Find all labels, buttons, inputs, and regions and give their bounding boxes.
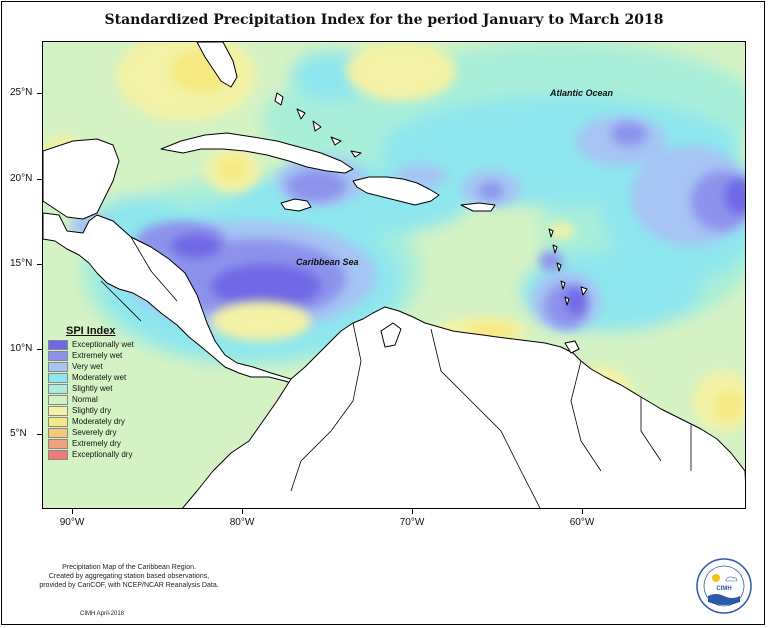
lon-label-90w: 90°W — [59, 517, 85, 528]
legend-label: Severely dry — [72, 428, 117, 437]
lat-tick — [37, 434, 42, 435]
footer-notes: Precipitation Map of the Caribbean Regio… — [14, 563, 244, 590]
legend-item: Extremely wet — [48, 350, 146, 361]
lesser-antilles-land — [548, 228, 588, 306]
legend-rows: Exceptionally wet Extremely wet Very wet Mo… — [48, 339, 146, 460]
lat-tick — [37, 264, 42, 265]
legend-swatch — [48, 394, 68, 405]
legend-item: Moderately wet — [48, 372, 146, 383]
yucatan-land — [43, 138, 120, 220]
lat-tick — [37, 179, 42, 180]
lat-label-5n: 5°N — [10, 428, 27, 439]
legend-swatch — [48, 449, 68, 460]
legend-item: Exceptionally wet — [48, 339, 146, 350]
country-borders — [100, 236, 692, 508]
spi-legend: SPI Index Exceptionally wet Extremely wet… — [48, 325, 146, 460]
legend-item: Very wet — [48, 361, 146, 372]
legend-swatch — [48, 405, 68, 416]
legend-label: Moderately dry — [72, 417, 125, 426]
legend-swatch — [48, 339, 68, 350]
spi-map — [42, 41, 746, 509]
spi-field — [43, 42, 745, 508]
caribbean-sea-label: Caribbean Sea — [296, 257, 359, 267]
legend-item: Extremely dry — [48, 438, 146, 449]
south-america-land — [182, 306, 745, 508]
lon-label-60w: 60°W — [569, 517, 595, 528]
legend-item: Slightly dry — [48, 405, 146, 416]
lon-tick — [72, 509, 73, 514]
logo-text: CIMH — [716, 586, 731, 592]
legend-item: Slightly wet — [48, 383, 146, 394]
footer-line-3: provided by CariCOF, with NCEP/NCAR Rean… — [39, 582, 219, 589]
legend-swatch — [48, 427, 68, 438]
puerto-rico-land — [460, 202, 496, 212]
lat-label-25n: 25°N — [10, 87, 33, 98]
legend-swatch — [48, 372, 68, 383]
legend-label: Exceptionally wet — [72, 340, 134, 349]
legend-swatch — [48, 438, 68, 449]
map-title: Standardized Precipitation Index for the… — [104, 12, 664, 28]
footer-line-1: Precipitation Map of the Caribbean Regio… — [62, 564, 196, 571]
legend-title: SPI Index — [66, 325, 116, 337]
legend-swatch — [48, 383, 68, 394]
lon-tick — [582, 509, 583, 514]
bahamas-land — [274, 92, 362, 158]
footer-line-2: Created by aggregating station based obs… — [48, 573, 210, 580]
legend-label: Very wet — [72, 362, 103, 371]
footer-credit: CIMH April-2018 — [80, 611, 125, 617]
legend-label: Normal — [72, 395, 98, 404]
lat-tick — [37, 93, 42, 94]
legend-swatch — [48, 416, 68, 427]
spi-map-canvas — [43, 42, 745, 508]
lon-tick — [242, 509, 243, 514]
legend-label: Slightly wet — [72, 384, 113, 393]
legend-label: Exceptionally dry — [72, 450, 133, 459]
atlantic-ocean-label: Atlantic Ocean — [550, 88, 614, 98]
legend-label: Moderately wet — [72, 373, 127, 382]
paraguana-land — [380, 322, 402, 348]
lat-tick — [37, 349, 42, 350]
lat-label-20n: 20°N — [10, 173, 33, 184]
cimh-logo: CIMH — [696, 558, 752, 614]
cuba-land — [160, 132, 354, 174]
legend-item: Exceptionally dry — [48, 449, 146, 460]
legend-label: Extremely wet — [72, 351, 123, 360]
legend-item: Normal — [48, 394, 146, 405]
legend-swatch — [48, 350, 68, 361]
legend-item: Severely dry — [48, 427, 146, 438]
lon-label-70w: 70°W — [399, 517, 425, 528]
legend-item: Moderately dry — [48, 416, 146, 427]
land — [43, 42, 745, 508]
florida-land — [196, 42, 238, 88]
lon-tick — [412, 509, 413, 514]
lon-label-80w: 80°W — [229, 517, 255, 528]
lat-label-15n: 15°N — [10, 258, 33, 269]
jamaica-land — [280, 198, 312, 212]
legend-label: Extremely dry — [72, 439, 121, 448]
lat-label-10n: 10°N — [10, 343, 33, 354]
legend-swatch — [48, 361, 68, 372]
hispaniola-land — [352, 176, 440, 206]
trinidad-land — [564, 340, 580, 354]
legend-label: Slightly dry — [72, 406, 112, 415]
